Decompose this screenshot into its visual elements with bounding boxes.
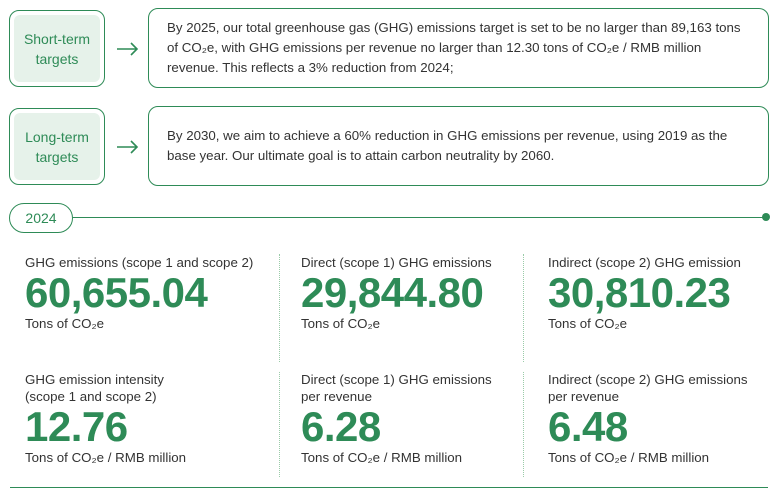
stat-unit: Tons of CO₂e: [301, 316, 381, 331]
long-term-target-text: By 2030, we aim to achieve a 60% reducti…: [167, 128, 728, 163]
year-label: 2024: [25, 210, 57, 226]
stat-unit: Tons of CO₂e / RMB million: [548, 450, 710, 465]
divider-end-dot: [762, 213, 770, 221]
stat-label: Indirect (scope 2) GHG emissions per rev…: [548, 372, 748, 404]
long-term-target-box: By 2030, we aim to achieve a 60% reducti…: [148, 106, 769, 186]
section-divider: [10, 217, 768, 218]
stat-ghg-intensity: GHG emission intensity (scope 1 and scop…: [25, 371, 186, 466]
long-term-label-box: Long-term targets: [9, 108, 105, 185]
short-term-target-box: By 2025, our total greenhouse gas (GHG) …: [148, 8, 769, 88]
short-term-label-line1: Short-term: [23, 30, 91, 47]
long-term-label-line1: Long-term: [25, 128, 89, 145]
stat-total-ghg: GHG emissions (scope 1 and scope 2) 60,6…: [25, 254, 253, 332]
stat-value: 12.76: [25, 403, 128, 450]
short-term-label-box: Short-term targets: [9, 10, 105, 87]
arrow-right-icon: [117, 42, 139, 56]
long-term-label: Long-term targets: [14, 113, 100, 180]
stat-label: GHG emission intensity (scope 1 and scop…: [25, 372, 164, 404]
stat-unit: Tons of CO₂e / RMB million: [25, 450, 187, 465]
stat-value: 30,810.23: [548, 269, 731, 316]
column-divider: [523, 254, 524, 362]
arrow-right-icon: [117, 140, 139, 154]
stat-label: GHG emissions (scope 1 and scope 2): [25, 255, 254, 270]
stat-label: Direct (scope 1) GHG emissions per reven…: [301, 372, 492, 404]
short-term-label: Short-term targets: [14, 15, 100, 82]
stat-direct-per-revenue: Direct (scope 1) GHG emissions per reven…: [301, 371, 492, 466]
stat-value: 6.48: [548, 403, 628, 450]
year-badge: 2024: [9, 203, 73, 233]
long-term-label-line2: targets: [35, 148, 79, 165]
short-term-target-text: By 2025, our total greenhouse gas (GHG) …: [167, 20, 741, 75]
stat-unit: Tons of CO₂e / RMB million: [301, 450, 463, 465]
stat-unit: Tons of CO₂e: [548, 316, 628, 331]
stat-label: Direct (scope 1) GHG emissions: [301, 255, 492, 270]
stat-value: 6.28: [301, 403, 381, 450]
column-divider: [523, 372, 524, 477]
column-divider: [279, 372, 280, 477]
bottom-rule: [10, 487, 768, 488]
stat-label: Indirect (scope 2) GHG emission: [548, 255, 741, 270]
stat-indirect-per-revenue: Indirect (scope 2) GHG emissions per rev…: [548, 371, 748, 466]
stat-indirect-ghg: Indirect (scope 2) GHG emission 30,810.2…: [548, 254, 741, 332]
column-divider: [279, 254, 280, 362]
stat-unit: Tons of CO₂e: [25, 316, 105, 331]
stat-direct-ghg: Direct (scope 1) GHG emissions 29,844.80…: [301, 254, 492, 332]
stat-value: 60,655.04: [25, 269, 208, 316]
short-term-label-line2: targets: [35, 50, 79, 67]
stat-value: 29,844.80: [301, 269, 484, 316]
